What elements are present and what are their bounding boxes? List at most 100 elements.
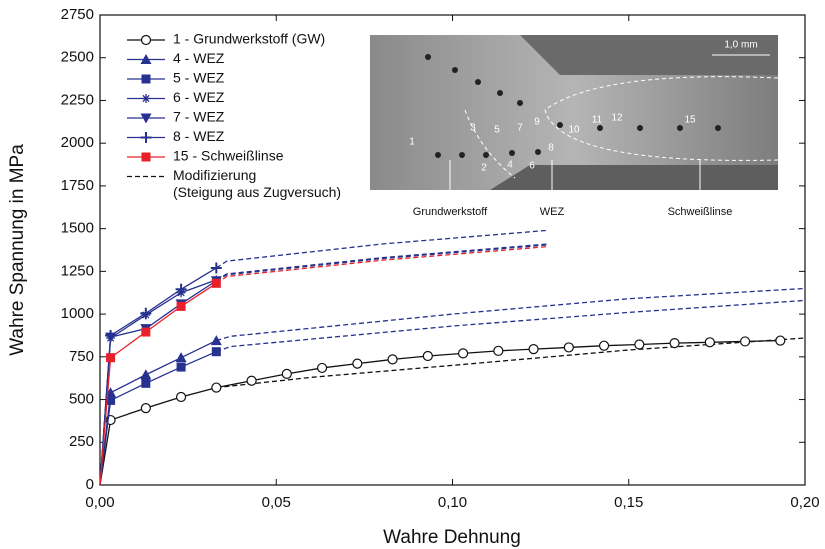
marker	[528, 344, 539, 355]
marker	[669, 338, 680, 349]
legend-label: (Steigung aus Zugversuch)	[173, 184, 341, 200]
marker	[176, 362, 186, 372]
legend-marker	[140, 132, 152, 143]
modification-line	[215, 245, 548, 284]
marker	[175, 352, 187, 363]
inset-indent	[637, 125, 643, 131]
marker	[634, 339, 645, 350]
marker	[211, 382, 222, 393]
legend-label: 8 - WEZ	[173, 128, 225, 144]
marker	[176, 301, 186, 311]
marker	[598, 340, 610, 351]
inset-indent	[435, 152, 441, 158]
y-tick-label: 2750	[61, 6, 94, 23]
legend-marker	[140, 34, 152, 46]
marker	[141, 378, 151, 388]
marker	[246, 375, 257, 386]
marker	[106, 395, 116, 405]
inset-indent	[597, 125, 603, 131]
y-tick-label: 1750	[61, 177, 94, 194]
inset-indent	[535, 149, 541, 155]
marker	[210, 262, 222, 274]
y-tick-label: 1250	[61, 262, 94, 279]
marker	[563, 342, 574, 353]
x-tick-label: 0,05	[262, 494, 291, 511]
legend-marker	[140, 113, 152, 124]
y-tick-label: 750	[69, 348, 94, 365]
x-tick-label: 0,10	[438, 494, 467, 511]
marker	[739, 336, 751, 347]
x-tick-label: 0,00	[85, 494, 114, 511]
series-line	[99, 339, 781, 486]
y-tick-label: 1500	[61, 220, 94, 237]
modification-line	[216, 244, 548, 282]
inset-indent	[425, 54, 431, 60]
legend-label: 7 - WEZ	[173, 109, 225, 125]
y-tick-label: 500	[69, 391, 94, 408]
modification-line	[215, 229, 548, 269]
legend-marker	[141, 74, 151, 84]
x-tick-label: 0,20	[790, 494, 819, 511]
legend-label: 15 - Schweißlinse	[173, 148, 284, 164]
marker	[316, 362, 328, 374]
inset-number: 4	[507, 160, 513, 171]
inset-indent	[517, 100, 523, 106]
inset-boundary	[544, 76, 779, 161]
series-line	[99, 339, 217, 486]
inset-indent	[497, 90, 503, 96]
inset-shape	[370, 165, 778, 190]
y-tick-label: 0	[86, 476, 94, 493]
y-axis-label: Wahre Spannung in MPa	[7, 144, 28, 356]
inset-number: 5	[494, 125, 500, 136]
marker	[140, 402, 151, 414]
marker	[106, 353, 116, 363]
legend-label: 4 - WEZ	[173, 50, 225, 66]
marker	[281, 368, 292, 380]
legend-label: 1 - Grundwerkstoff (GW)	[173, 31, 325, 47]
inset-shape	[370, 35, 778, 75]
inset-indent	[452, 67, 458, 73]
y-tick-label: 2250	[61, 91, 94, 108]
series-line	[99, 280, 217, 486]
modification-line	[216, 337, 806, 389]
marker	[210, 335, 222, 346]
x-axis-label: Wahre Dehnung	[383, 527, 521, 548]
y-tick-label: 2500	[61, 49, 94, 66]
legend-marker	[140, 54, 152, 64]
marker	[175, 391, 187, 403]
marker	[457, 348, 469, 359]
inset-boundary	[464, 109, 516, 179]
inset-number: 7	[517, 123, 523, 134]
marker	[775, 335, 786, 346]
modification-line	[216, 299, 806, 353]
marker	[387, 354, 398, 365]
inset-indent	[557, 122, 563, 128]
inset-number: 10	[568, 125, 580, 136]
modification-line	[216, 287, 806, 342]
marker	[140, 369, 152, 380]
inset-indent	[509, 150, 515, 156]
marker	[211, 347, 221, 357]
x-tick-label: 0,15	[614, 494, 643, 511]
inset-zone: Grundwerkstoff	[413, 206, 488, 218]
inset-indent	[715, 125, 721, 131]
inset-zone: WEZ	[540, 206, 565, 218]
inset-indent	[677, 125, 683, 131]
inset-number: 2	[481, 163, 487, 174]
marker	[422, 350, 433, 362]
inset-number: 6	[529, 161, 535, 172]
inset-number: 9	[534, 117, 540, 128]
inset-indent	[483, 152, 489, 158]
inset-indent	[459, 152, 465, 158]
marker	[352, 358, 363, 369]
marker	[140, 307, 152, 319]
inset-number: 8	[548, 143, 554, 154]
y-tick-label: 2000	[61, 134, 94, 151]
marker	[704, 337, 715, 348]
legend-label: 6 - WEZ	[173, 89, 225, 105]
marker	[175, 283, 187, 295]
y-tick-label: 250	[69, 433, 94, 450]
series-line	[99, 267, 217, 486]
